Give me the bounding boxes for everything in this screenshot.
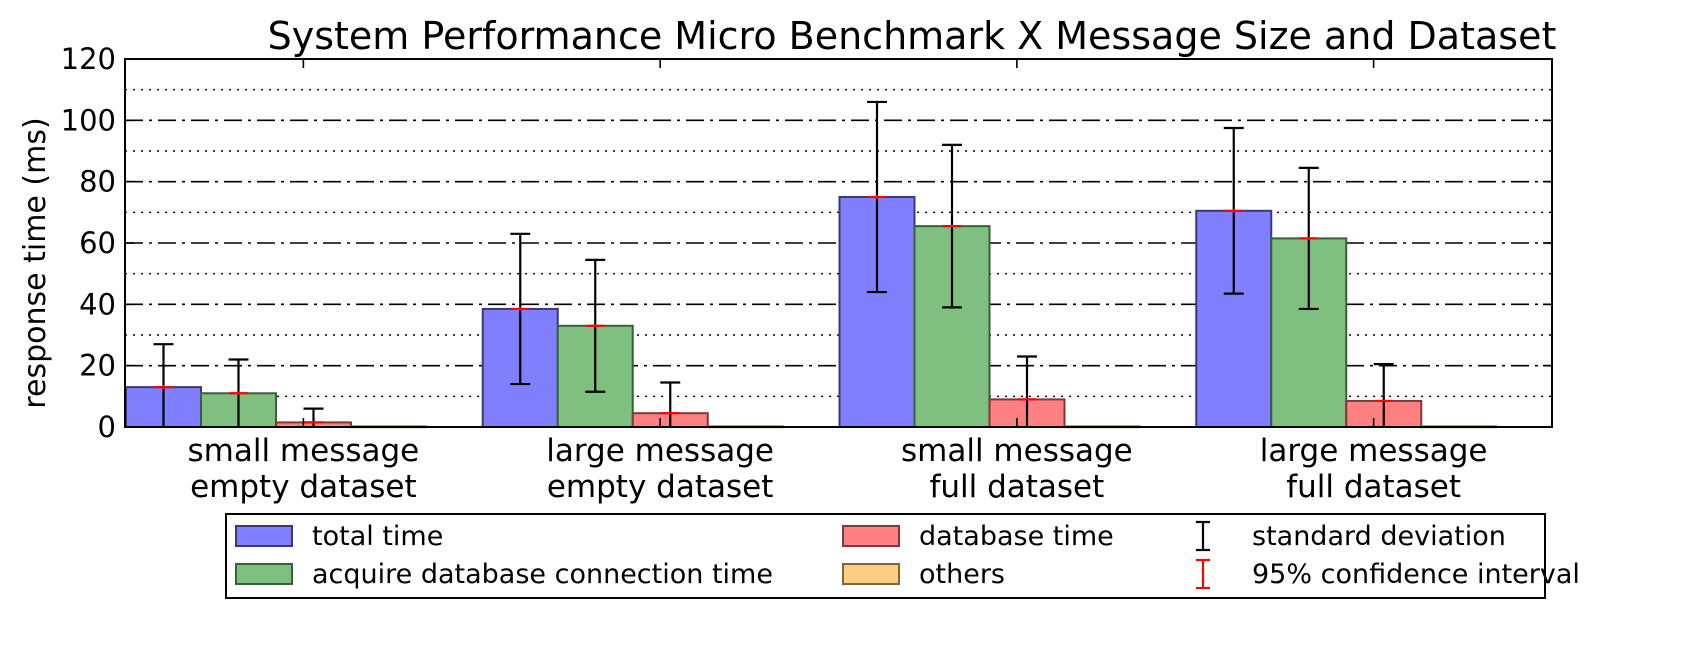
x-category-label-line: large message xyxy=(1260,433,1488,469)
x-category-label-line: small message xyxy=(901,433,1133,469)
x-category-label-3: large message full dataset xyxy=(1260,433,1488,505)
x-category-label-line: full dataset xyxy=(929,469,1104,505)
legend-swatch-1 xyxy=(235,563,293,585)
legend: total time acquire database connection ti… xyxy=(225,513,1580,599)
x-category-label-1: large message empty dataset xyxy=(546,433,774,505)
error-bars xyxy=(153,100,1394,427)
y-axis-label: response time (ms) xyxy=(18,117,53,408)
legend-label-1: acquire database connection time xyxy=(312,559,773,590)
x-category-label-line: small message xyxy=(188,433,420,469)
legend-label-3: others xyxy=(919,559,1005,590)
legend-label-5: 95% confidence interval xyxy=(1252,559,1580,590)
x-category-label-line: large message xyxy=(546,433,774,469)
x-category-label-line: empty dataset xyxy=(547,469,774,505)
legend-label-2: database time xyxy=(919,521,1114,552)
bar-acquire-database-connection-time-2 xyxy=(913,225,991,428)
x-category-label-2: small message full dataset xyxy=(901,433,1133,505)
y-tick-label: 40 xyxy=(79,287,116,321)
legend-label-4: standard deviation xyxy=(1252,521,1506,552)
y-tick-label: 60 xyxy=(79,226,116,260)
y-tick-label: 80 xyxy=(79,165,116,199)
x-category-label-0: small message empty dataset xyxy=(188,433,420,505)
legend-swatch-2 xyxy=(842,525,900,547)
legend-label-0: total time xyxy=(312,521,443,552)
chart-title: System Performance Micro Benchmark X Mes… xyxy=(268,14,1557,58)
y-tick-label: 120 xyxy=(61,42,116,76)
y-tick-label: 20 xyxy=(79,349,116,383)
legend-swatch-0 xyxy=(235,525,293,547)
legend-swatch-3 xyxy=(842,563,900,585)
x-category-label-line: full dataset xyxy=(1286,469,1461,505)
x-category-label-line: empty dataset xyxy=(190,469,417,505)
y-tick-label: 0 xyxy=(98,410,116,444)
y-tick-label: 100 xyxy=(61,103,116,137)
